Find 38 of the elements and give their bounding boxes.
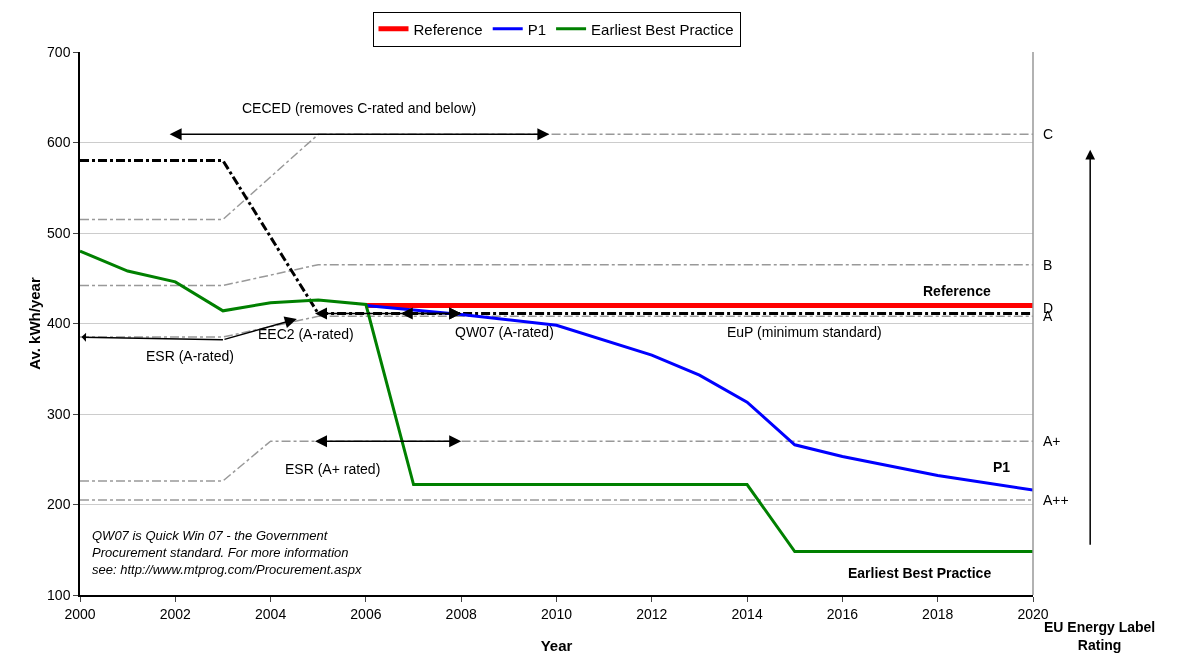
x-tick-label: 2014: [731, 605, 763, 622]
annotation: ESR (A-rated): [146, 348, 234, 364]
x-tick-label: 2016: [826, 605, 859, 622]
annotation: QW07 (A-rated): [455, 324, 554, 340]
y-tick-label: 100: [47, 586, 71, 603]
series-label: A+: [1043, 433, 1061, 449]
x-tick-label: 2008: [445, 605, 477, 622]
y-axis-title: Av. kWh/year: [25, 277, 43, 370]
x-tick-label: 2000: [64, 605, 96, 622]
y-tick-label: 500: [47, 224, 71, 241]
series-label: C: [1043, 126, 1054, 142]
x-tick-label: 2006: [350, 605, 382, 622]
series-label: A++: [1043, 492, 1069, 508]
legend-label: Earliest Best Practice: [591, 20, 734, 38]
text: EU Energy Label Rating: [1044, 619, 1156, 654]
y-tick-label: 700: [47, 43, 71, 60]
y-tick-label: 600: [47, 134, 71, 151]
y-tick-label: 400: [47, 315, 71, 332]
legend-label: Reference: [413, 20, 483, 38]
text: Earliest Best Practice: [848, 565, 992, 581]
legend-label: P1: [527, 20, 547, 38]
annotation: EEC2 (A-rated): [258, 326, 354, 342]
annotation: ESR (A+ rated): [285, 461, 381, 477]
x-tick-label: 2018: [922, 605, 954, 622]
x-tick-label: 2010: [540, 605, 573, 622]
x-tick-label: 2012: [636, 605, 668, 622]
y-tick-label: 200: [47, 496, 71, 513]
text: P1: [993, 459, 1011, 475]
annotation: EuP (minimum standard): [727, 324, 882, 340]
x-tick-label: 2002: [159, 605, 192, 622]
x-axis-title: Year: [540, 636, 573, 654]
text: Reference: [923, 283, 991, 299]
x-tick-label: 2020: [1017, 605, 1049, 622]
y-tick-label: 300: [47, 405, 71, 422]
series-label: B: [1043, 257, 1053, 273]
annotation: QW07 is Quick Win 07 - the Government Procurement standard. For more information see: http://www.mtprog.com/Procurement.aspx: [92, 528, 362, 577]
x-tick-label: 2004: [255, 605, 287, 622]
annotation: CECED (removes C-rated and below): [242, 100, 477, 116]
